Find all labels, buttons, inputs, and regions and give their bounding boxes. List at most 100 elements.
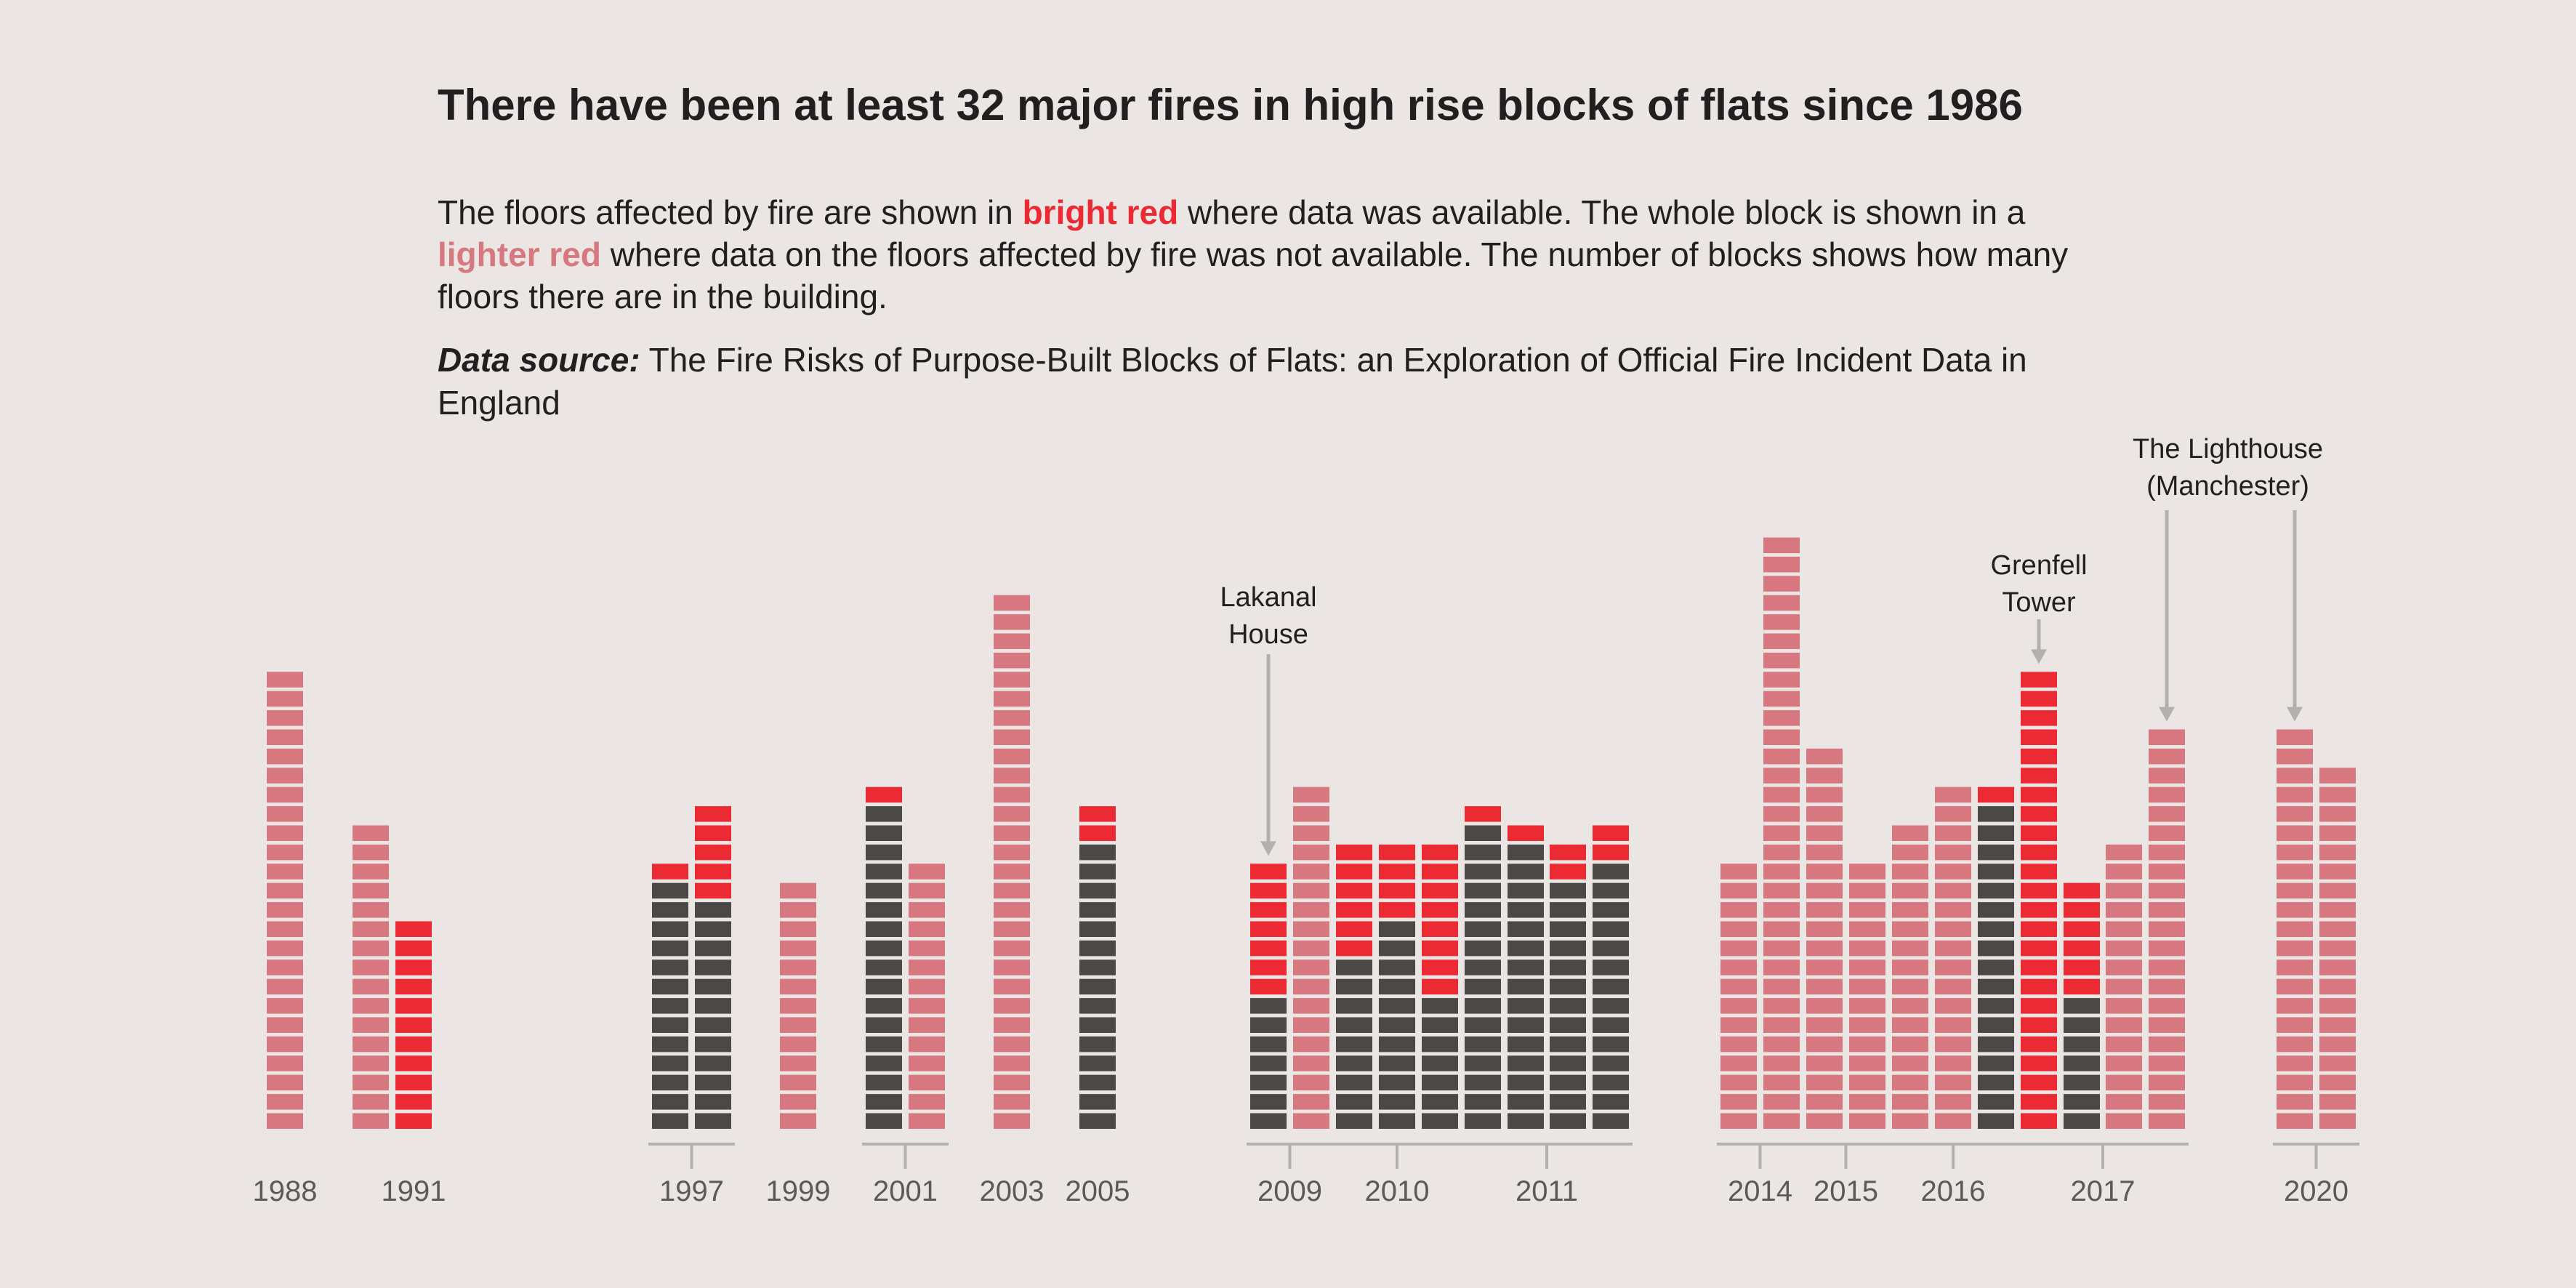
floor-block xyxy=(1508,844,1544,861)
floor-block xyxy=(1508,825,1544,841)
floor-block xyxy=(1763,921,1800,937)
floor-block xyxy=(909,1094,945,1110)
floor-block xyxy=(1763,537,1800,553)
floor-block xyxy=(1849,1113,1885,1129)
floor-block xyxy=(1422,1036,1458,1052)
building-bar-2003 xyxy=(994,595,1030,1129)
floor-block xyxy=(1293,1055,1329,1071)
floor-block xyxy=(1763,614,1800,630)
floor-block xyxy=(1978,921,2014,937)
floor-block xyxy=(1593,902,1629,918)
floor-block xyxy=(1293,806,1329,822)
floor-block xyxy=(1422,844,1458,861)
floor-block xyxy=(1763,882,1800,899)
floor-block xyxy=(2021,710,2057,726)
floor-block xyxy=(395,959,432,975)
floor-block xyxy=(2277,1055,2313,1071)
floor-block xyxy=(267,1055,303,1071)
floor-block xyxy=(2149,1017,2185,1033)
floor-block xyxy=(353,998,389,1014)
floor-block xyxy=(2064,902,2100,918)
floor-block xyxy=(2021,1017,2057,1033)
floor-block xyxy=(2149,998,2185,1014)
floor-block xyxy=(2319,998,2356,1014)
floor-block xyxy=(1465,921,1501,937)
building-bar-2014 xyxy=(1763,537,1800,1129)
floor-block xyxy=(1978,1017,2014,1033)
floor-block xyxy=(1935,921,1971,937)
building-bar-1988 xyxy=(267,672,303,1129)
floor-block xyxy=(1079,998,1116,1014)
building-bar-1991 xyxy=(395,921,432,1129)
floor-block xyxy=(994,1036,1030,1052)
floor-block xyxy=(994,786,1030,803)
floor-block xyxy=(1849,902,1885,918)
floor-block xyxy=(1422,1094,1458,1110)
building-bar-1997 xyxy=(652,864,688,1129)
floor-block xyxy=(994,1074,1030,1091)
floor-block xyxy=(1806,1055,1843,1071)
floor-block xyxy=(1806,786,1843,803)
floor-block xyxy=(909,1074,945,1091)
floor-block xyxy=(1935,998,1971,1014)
floor-block xyxy=(267,786,303,803)
floor-block xyxy=(2149,1113,2185,1129)
building-bar-2014 xyxy=(1720,864,1757,1129)
floor-block xyxy=(1593,864,1629,880)
floor-block xyxy=(909,940,945,957)
floor-block xyxy=(2277,1017,2313,1033)
floor-block xyxy=(695,1094,731,1110)
building-bar-2015 xyxy=(1806,748,1843,1129)
year-label-2009: 2009 xyxy=(1257,1175,1322,1207)
floor-block xyxy=(353,1094,389,1110)
floor-block xyxy=(1806,864,1843,880)
floor-block xyxy=(2277,1036,2313,1052)
floor-block xyxy=(1336,1055,1372,1071)
floor-block xyxy=(2277,902,2313,918)
building-bar-2010 xyxy=(1422,844,1458,1129)
floor-block xyxy=(866,902,902,918)
floor-block xyxy=(652,998,688,1014)
floor-block xyxy=(1720,864,1757,880)
floor-block xyxy=(1935,844,1971,861)
floor-block xyxy=(2149,978,2185,995)
floor-block xyxy=(353,959,389,975)
floor-block xyxy=(780,921,816,937)
floor-block xyxy=(2064,959,2100,975)
floor-block xyxy=(2106,1036,2142,1052)
floor-block xyxy=(1422,1113,1458,1129)
floor-block xyxy=(2021,748,2057,765)
floor-block xyxy=(1379,998,1415,1014)
floor-block xyxy=(1079,940,1116,957)
floor-block xyxy=(909,1055,945,1071)
floor-block xyxy=(994,729,1030,745)
floor-block xyxy=(2064,882,2100,899)
floor-block xyxy=(1465,1017,1501,1033)
floor-block xyxy=(2149,902,2185,918)
floor-block xyxy=(2021,902,2057,918)
floor-block xyxy=(395,998,432,1014)
building-bar-2005 xyxy=(1079,806,1116,1129)
floor-block xyxy=(2106,1094,2142,1110)
floor-block xyxy=(267,921,303,937)
floor-block xyxy=(1379,864,1415,880)
floor-block xyxy=(994,595,1030,611)
floor-block xyxy=(909,882,945,899)
floor-block xyxy=(1293,921,1329,937)
floor-block xyxy=(1892,1074,1928,1091)
floor-block xyxy=(1978,940,2014,957)
floor-block xyxy=(2149,940,2185,957)
floor-block xyxy=(267,978,303,995)
floor-block xyxy=(2319,959,2356,975)
floor-block xyxy=(780,902,816,918)
floor-block xyxy=(994,921,1030,937)
floor-block xyxy=(780,959,816,975)
floor-block xyxy=(2021,786,2057,803)
floor-block xyxy=(1720,998,1757,1014)
floor-block xyxy=(2277,998,2313,1014)
floor-block xyxy=(353,921,389,937)
floor-block xyxy=(1465,1113,1501,1129)
floor-block xyxy=(1379,978,1415,995)
floor-block xyxy=(1978,1055,2014,1071)
floor-block xyxy=(1935,806,1971,822)
